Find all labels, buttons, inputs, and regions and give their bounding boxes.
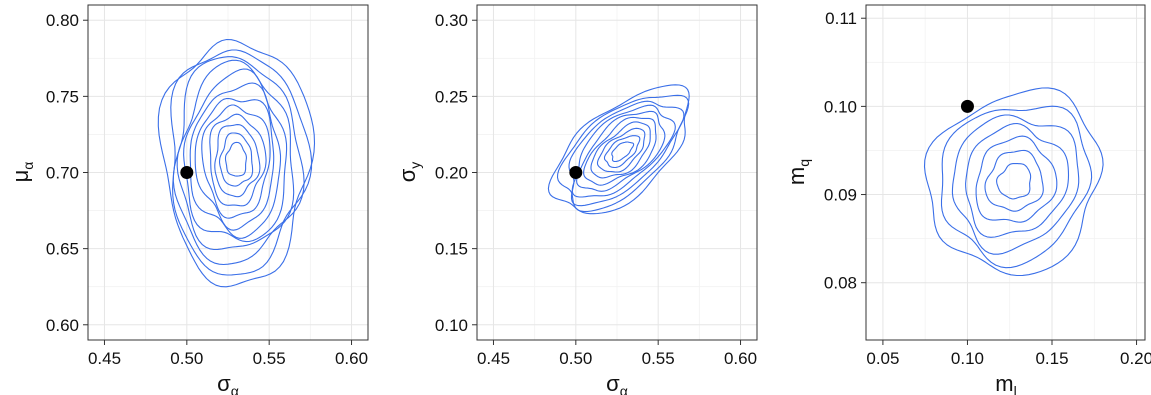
y-tick-label: 0.15 (435, 240, 468, 259)
y-axis-ticks: 0.60 0.65 0.70 0.75 0.80 (46, 11, 88, 335)
contour-line (576, 110, 666, 192)
x-tick-label: 0.60 (335, 349, 368, 368)
contour-line (583, 116, 657, 186)
y-tick-label: 0.08 (824, 274, 857, 293)
x-tick-label: 0.60 (724, 349, 757, 368)
contour-line (183, 68, 288, 243)
contour-line (157, 38, 316, 288)
x-axis-title: σα (217, 371, 239, 395)
y-tick-label: 0.65 (46, 240, 79, 259)
x-axis-ticks: 0.05 0.10 0.15 0.20 (866, 340, 1151, 368)
y-axis-ticks: 0.10 0.15 0.20 0.25 0.30 (435, 11, 477, 335)
x-tick-label: 0.55 (642, 349, 675, 368)
contour-line (201, 104, 271, 219)
panel-mq-vs-ml: 0.05 0.10 0.15 0.20 0.08 0.09 0.10 0.11 ml mq (784, 4, 1151, 395)
density-contours (547, 84, 690, 215)
density-contours (157, 38, 316, 288)
contour-line (568, 100, 685, 207)
x-axis-title: σα (606, 371, 628, 395)
contour-line (172, 56, 305, 266)
contour-line (965, 122, 1070, 238)
contour-line (571, 104, 676, 198)
contour-line (940, 105, 1093, 269)
x-tick-label: 0.50 (170, 349, 203, 368)
plot-background (866, 5, 1145, 340)
contour-line (590, 121, 651, 179)
x-tick-label: 0.15 (1035, 349, 1068, 368)
y-tick-label: 0.10 (824, 97, 857, 116)
data-point (960, 99, 974, 113)
y-tick-label: 0.11 (825, 9, 857, 28)
y-tick-label: 0.20 (435, 164, 468, 183)
panel-mu-alpha-vs-sigma-alpha: 0.45 0.50 0.55 0.60 0.60 0.65 0.70 0.75 0.80 σα… (8, 4, 369, 395)
y-axis-title: μα (8, 162, 36, 183)
contour-line (923, 87, 1104, 277)
contour-line (984, 149, 1044, 212)
y-tick-label: 0.25 (435, 87, 468, 106)
x-axis-ticks: 0.45 0.50 0.55 0.60 (88, 340, 368, 368)
x-tick-label: 0.45 (88, 349, 121, 368)
x-tick-label: 0.45 (477, 349, 510, 368)
contour-line (176, 59, 295, 251)
density-contours (923, 87, 1104, 277)
x-axis-ticks: 0.45 0.50 0.55 0.60 (477, 340, 757, 368)
contour-line (556, 94, 690, 213)
contour-line (951, 114, 1080, 255)
contour-line (611, 141, 635, 163)
true-value-point (569, 166, 583, 179)
contour-line (975, 135, 1058, 223)
contour-line (194, 97, 275, 231)
x-tick-label: 0.50 (559, 349, 592, 368)
y-axis-ticks: 0.08 0.09 0.10 0.11 (824, 9, 866, 293)
y-tick-label: 0.70 (46, 164, 79, 183)
y-axis-title: σy (395, 162, 423, 183)
y-tick-label: 0.10 (435, 316, 468, 335)
panel-sigma-y-vs-sigma-alpha: 0.45 0.50 0.55 0.60 0.10 0.15 0.20 0.25 0.30 σα… (395, 4, 758, 395)
y-axis-title: mq (784, 159, 812, 185)
x-axis-title: ml (995, 371, 1016, 395)
true-value-point (180, 166, 194, 179)
y-tick-label: 0.30 (435, 11, 468, 30)
data-point (569, 166, 583, 179)
x-tick-label: 0.05 (866, 349, 899, 368)
x-tick-label: 0.55 (253, 349, 286, 368)
panel-frame (865, 4, 1146, 341)
contour-line (209, 113, 267, 207)
contour-line (170, 49, 313, 276)
contour-line (547, 84, 690, 215)
contour-line (218, 132, 254, 187)
y-tick-label: 0.75 (46, 87, 79, 106)
contour-line (996, 162, 1032, 200)
y-tick-label: 0.80 (46, 11, 79, 30)
x-tick-label: 0.20 (1120, 349, 1151, 368)
contour-line (189, 82, 282, 239)
contour-line (214, 124, 261, 198)
y-tick-label: 0.09 (824, 186, 857, 205)
contour-line (224, 141, 247, 177)
contour-line (603, 135, 641, 169)
contour-line (596, 127, 646, 173)
x-tick-label: 0.10 (951, 349, 984, 368)
data-point (180, 166, 194, 179)
true-value-point (960, 99, 974, 113)
y-tick-label: 0.60 (46, 316, 79, 335)
